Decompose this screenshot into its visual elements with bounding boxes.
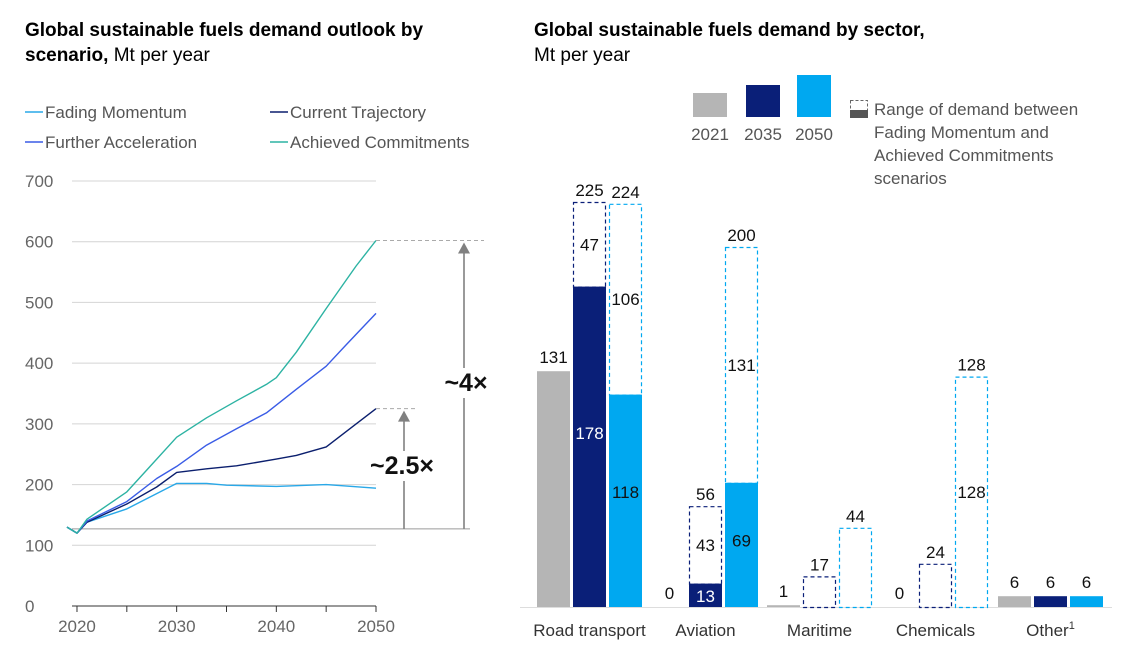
- range-value-label: 43: [696, 536, 715, 555]
- bar-2050-range: [608, 203, 643, 396]
- bar-2035-solid: [689, 583, 722, 607]
- bar-total-label: 56: [696, 485, 715, 504]
- legend-range-swatch-fill: [850, 110, 868, 118]
- series-line-achieved: [66, 240, 377, 534]
- category-superscript: 1: [1069, 620, 1075, 632]
- y-tick-label: 300: [25, 415, 53, 434]
- series-line-further: [66, 312, 377, 534]
- y-tick-label: 700: [25, 172, 53, 191]
- y-tick-label: 100: [25, 536, 53, 555]
- bar-2050-solid: [609, 394, 642, 607]
- legend-bar-2021: [693, 93, 727, 117]
- category-label: Maritime: [787, 621, 852, 640]
- bar-value-label: 6: [1046, 573, 1055, 592]
- category-label: Road transport: [533, 621, 646, 640]
- legend-bar-2050: [797, 75, 831, 117]
- bar-2035-range: [918, 563, 953, 609]
- bar-value-label: 1: [779, 582, 788, 601]
- bar-total-label: 17: [810, 555, 829, 574]
- y-tick-label: 600: [25, 233, 53, 252]
- legend-bar-2035: [746, 85, 780, 117]
- bar-total-label: 224: [611, 183, 639, 202]
- bar-value-label: 131: [539, 348, 567, 367]
- x-tick-label: 2040: [257, 617, 295, 636]
- bar-total-label: 225: [575, 181, 603, 200]
- legend-label-fading: Fading Momentum: [45, 103, 187, 122]
- range-label-bg: [956, 479, 987, 502]
- legend-range-line: Fading Momentum and: [874, 123, 1049, 142]
- right-chart-title: Global sustainable fuels demand by secto…: [534, 20, 925, 66]
- bar-total-label: 24: [926, 543, 945, 562]
- bar-2035-solid: [1034, 596, 1067, 607]
- bar-2035-solid: [573, 286, 606, 607]
- range-value-label: 106: [611, 290, 639, 309]
- bar-value-label: 118: [612, 483, 639, 502]
- bar-value-label: 0: [895, 584, 904, 603]
- y-tick-label: 0: [25, 597, 34, 616]
- bar-total-label: 128: [957, 356, 985, 375]
- range-value-label: 128: [957, 483, 985, 502]
- legend-range-line: scenarios: [874, 169, 947, 188]
- legend-label-further: Further Acceleration: [45, 133, 197, 152]
- scenario-line-chart: Fading Momentum Current Trajectory Further…: [25, 103, 500, 636]
- bar-2050-range: [954, 376, 989, 609]
- range-value-label: 47: [580, 235, 599, 254]
- legend-range-line: Achieved Commitments: [874, 146, 1054, 165]
- range-value-label: 131: [727, 356, 755, 375]
- bar-2021-solid: [767, 605, 800, 607]
- bar-value-label: 0: [665, 584, 674, 603]
- bar-total-label: 44: [846, 507, 865, 526]
- category-label: Chemicals: [896, 621, 975, 640]
- range-label-bg: [610, 287, 641, 310]
- legend-range-line: Range of demand between: [874, 100, 1078, 119]
- bar-2050-solid: [1070, 596, 1103, 607]
- left-chart-title: Global sustainable fuels demand outlook …: [25, 20, 424, 66]
- legend-year-label: 2035: [744, 125, 782, 144]
- bar-value-label: 13: [696, 587, 715, 606]
- annotation-bg: [432, 368, 500, 398]
- legend-year-label: 2021: [691, 125, 729, 144]
- x-tick-label: 2030: [158, 617, 196, 636]
- growth-arrow-2-5x-head: [398, 410, 410, 422]
- legend-year-label: 2050: [795, 125, 833, 144]
- x-tick-label: 2050: [357, 617, 395, 636]
- legend-range-label: Range of demand between Fading Momentum a…: [874, 100, 1078, 188]
- bar-total-label: 200: [727, 226, 755, 245]
- bar-2050-solid: [725, 482, 758, 607]
- bar-2035-range: [572, 201, 607, 288]
- legend-label-current: Current Trajectory: [290, 103, 427, 122]
- range-label-bg: [690, 532, 721, 555]
- bar-value-label: 69: [732, 532, 751, 551]
- annotation-2-5x: ~2.5×: [370, 452, 434, 480]
- x-tick-label: 2020: [58, 617, 96, 636]
- bar-2035-range: [802, 576, 837, 609]
- bar-2050-range: [838, 527, 873, 609]
- bar-value-label: 6: [1082, 573, 1091, 592]
- y-tick-label: 500: [25, 293, 53, 312]
- bar-value-label: 178: [575, 424, 603, 443]
- bar-value-label: 6: [1010, 573, 1019, 592]
- bar-2021-solid: [537, 371, 570, 607]
- range-label-bg: [726, 352, 757, 375]
- range-label-bg: [574, 232, 605, 255]
- growth-arrow-4x-head: [458, 242, 470, 254]
- category-label: Aviation: [675, 621, 735, 640]
- y-tick-label: 200: [25, 476, 53, 495]
- series-line-current: [66, 408, 377, 534]
- annotation-4x: ~4×: [444, 369, 487, 397]
- bar-2050-range: [724, 246, 759, 484]
- bar-2021-solid: [998, 596, 1031, 607]
- y-tick-label: 400: [25, 354, 53, 373]
- legend-label-achieved: Achieved Commitments: [290, 133, 470, 152]
- bar-2035-range: [688, 506, 723, 585]
- annotation-bg: [360, 451, 444, 481]
- category-label: Other1: [1026, 620, 1075, 640]
